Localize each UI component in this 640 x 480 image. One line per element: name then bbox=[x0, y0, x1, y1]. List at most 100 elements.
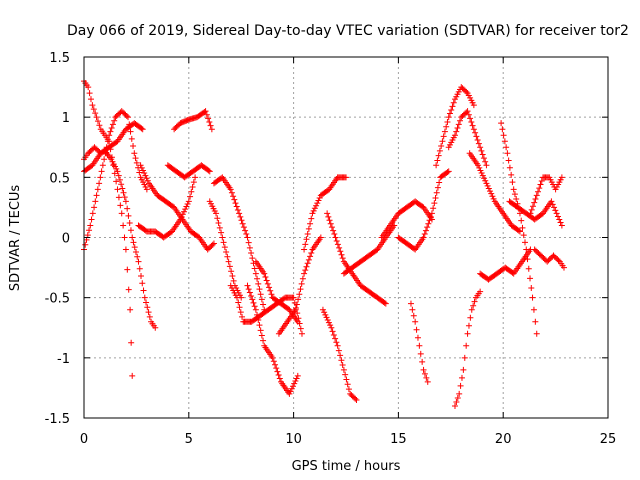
x-tick-label: 10 bbox=[285, 432, 302, 447]
data-point bbox=[527, 275, 534, 282]
data-point bbox=[478, 147, 485, 154]
data-point bbox=[260, 301, 267, 308]
data-point bbox=[274, 368, 281, 375]
data-point bbox=[236, 304, 243, 311]
data-point bbox=[237, 213, 244, 220]
data-point bbox=[286, 390, 293, 397]
data-point bbox=[297, 286, 304, 293]
data-point bbox=[138, 273, 145, 280]
data-point bbox=[523, 246, 530, 253]
data-point bbox=[519, 224, 526, 231]
data-point bbox=[438, 143, 445, 150]
data-point bbox=[465, 322, 472, 329]
data-point bbox=[498, 120, 505, 127]
data-point bbox=[556, 216, 563, 223]
data-point bbox=[344, 381, 351, 388]
series-arc-17 bbox=[324, 210, 389, 307]
data-point bbox=[469, 122, 476, 129]
data-point bbox=[407, 300, 414, 307]
data-point bbox=[474, 137, 481, 144]
data-point bbox=[302, 267, 309, 274]
series-arc-05 bbox=[135, 174, 199, 241]
data-point bbox=[464, 108, 471, 115]
data-point bbox=[485, 185, 492, 192]
data-point bbox=[458, 374, 465, 381]
data-point bbox=[246, 244, 253, 251]
data-point bbox=[232, 200, 239, 207]
data-point bbox=[305, 225, 312, 232]
data-point bbox=[446, 110, 453, 117]
data-point bbox=[128, 339, 135, 346]
data-point bbox=[129, 372, 136, 379]
data-point bbox=[511, 191, 518, 198]
data-point bbox=[129, 234, 136, 241]
data-point bbox=[413, 326, 420, 333]
data-point bbox=[183, 203, 190, 210]
series-arc-20 bbox=[395, 168, 452, 253]
data-point bbox=[527, 210, 534, 217]
data-point bbox=[510, 186, 517, 193]
data-point bbox=[337, 248, 344, 255]
data-point bbox=[223, 248, 230, 255]
data-point bbox=[244, 282, 251, 289]
x-tick-label: 0 bbox=[80, 432, 88, 447]
data-point bbox=[135, 258, 142, 265]
data-point bbox=[130, 143, 137, 150]
data-point bbox=[185, 198, 192, 205]
data-point bbox=[152, 324, 159, 331]
data-point bbox=[242, 227, 249, 234]
data-point bbox=[117, 202, 124, 209]
data-point bbox=[184, 200, 191, 207]
y-tick-label: 1 bbox=[62, 111, 70, 126]
data-point bbox=[444, 118, 451, 125]
y-tick-label: -1.5 bbox=[45, 412, 70, 427]
data-point bbox=[288, 385, 295, 392]
data-point bbox=[132, 155, 139, 162]
data-point bbox=[445, 168, 452, 175]
data-point bbox=[330, 331, 337, 338]
data-point bbox=[93, 114, 100, 121]
data-point bbox=[524, 256, 531, 263]
data-point bbox=[445, 114, 452, 121]
data-point bbox=[104, 138, 111, 145]
series-arc-09 bbox=[206, 198, 245, 301]
data-point bbox=[472, 129, 479, 136]
data-point bbox=[477, 144, 484, 151]
data-point bbox=[484, 182, 491, 189]
data-point bbox=[251, 265, 258, 272]
data-point bbox=[480, 155, 487, 162]
data-point bbox=[301, 246, 308, 253]
data-point bbox=[457, 117, 464, 124]
data-point bbox=[324, 317, 331, 324]
data-point bbox=[479, 172, 486, 179]
y-axis-label: SDTVAR / TECUs bbox=[8, 185, 23, 292]
data-point bbox=[531, 199, 538, 206]
data-point bbox=[189, 183, 196, 190]
data-point bbox=[345, 386, 352, 393]
series-arc-07 bbox=[171, 108, 215, 133]
data-point bbox=[460, 366, 467, 373]
data-point bbox=[381, 299, 388, 306]
y-tick-label: 0 bbox=[62, 232, 70, 247]
data-point bbox=[210, 240, 217, 247]
data-point bbox=[410, 312, 417, 319]
data-point bbox=[124, 205, 131, 212]
data-point bbox=[352, 395, 359, 402]
data-point bbox=[295, 296, 302, 303]
data-point bbox=[235, 299, 242, 306]
data-point bbox=[254, 275, 261, 282]
data-point bbox=[137, 162, 144, 169]
data-point bbox=[294, 318, 301, 325]
data-point bbox=[422, 227, 429, 234]
data-point bbox=[118, 181, 125, 188]
data-point bbox=[499, 126, 506, 133]
data-point bbox=[143, 186, 150, 193]
data-point bbox=[425, 220, 432, 227]
data-point bbox=[264, 280, 271, 287]
data-point bbox=[142, 172, 149, 179]
data-point bbox=[290, 383, 297, 390]
data-point bbox=[432, 194, 439, 201]
data-point bbox=[533, 330, 540, 337]
data-point bbox=[245, 239, 252, 246]
data-point bbox=[504, 150, 511, 157]
